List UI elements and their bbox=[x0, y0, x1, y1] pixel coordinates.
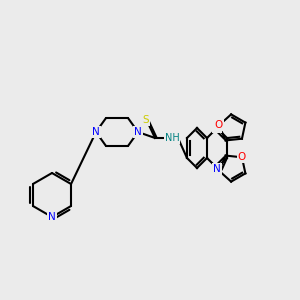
Text: N: N bbox=[134, 127, 142, 137]
Text: N: N bbox=[213, 164, 221, 174]
Text: N: N bbox=[213, 122, 221, 132]
Text: N: N bbox=[48, 212, 56, 222]
Text: NH: NH bbox=[165, 133, 179, 143]
Text: O: O bbox=[215, 120, 223, 130]
Text: S: S bbox=[143, 115, 149, 125]
Text: O: O bbox=[238, 152, 246, 162]
Text: N: N bbox=[92, 127, 100, 137]
